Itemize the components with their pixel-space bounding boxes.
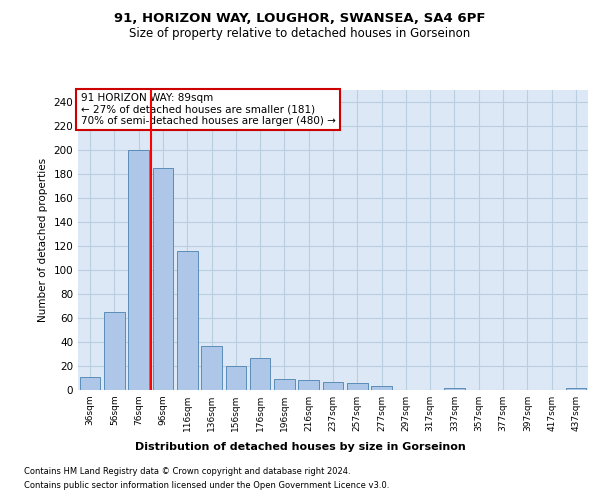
Text: 91 HORIZON WAY: 89sqm
← 27% of detached houses are smaller (181)
70% of semi-det: 91 HORIZON WAY: 89sqm ← 27% of detached … [80, 93, 335, 126]
Bar [201, 346, 222, 390]
Text: Distribution of detached houses by size in Gorseinon: Distribution of detached houses by size … [134, 442, 466, 452]
Bar [274, 379, 295, 390]
Bar [152, 168, 173, 390]
Text: 91, HORIZON WAY, LOUGHOR, SWANSEA, SA4 6PF: 91, HORIZON WAY, LOUGHOR, SWANSEA, SA4 6… [114, 12, 486, 26]
Bar [323, 382, 343, 390]
Bar [347, 383, 368, 390]
Text: Contains HM Land Registry data © Crown copyright and database right 2024.: Contains HM Land Registry data © Crown c… [24, 468, 350, 476]
Bar [128, 150, 149, 390]
Bar [566, 388, 586, 390]
Bar [226, 366, 246, 390]
Bar [298, 380, 319, 390]
Bar [444, 388, 465, 390]
Bar [371, 386, 392, 390]
Bar [177, 251, 197, 390]
Text: Contains public sector information licensed under the Open Government Licence v3: Contains public sector information licen… [24, 481, 389, 490]
Y-axis label: Number of detached properties: Number of detached properties [38, 158, 48, 322]
Text: Size of property relative to detached houses in Gorseinon: Size of property relative to detached ho… [130, 28, 470, 40]
Bar [80, 377, 100, 390]
Bar [104, 312, 125, 390]
Bar [250, 358, 271, 390]
